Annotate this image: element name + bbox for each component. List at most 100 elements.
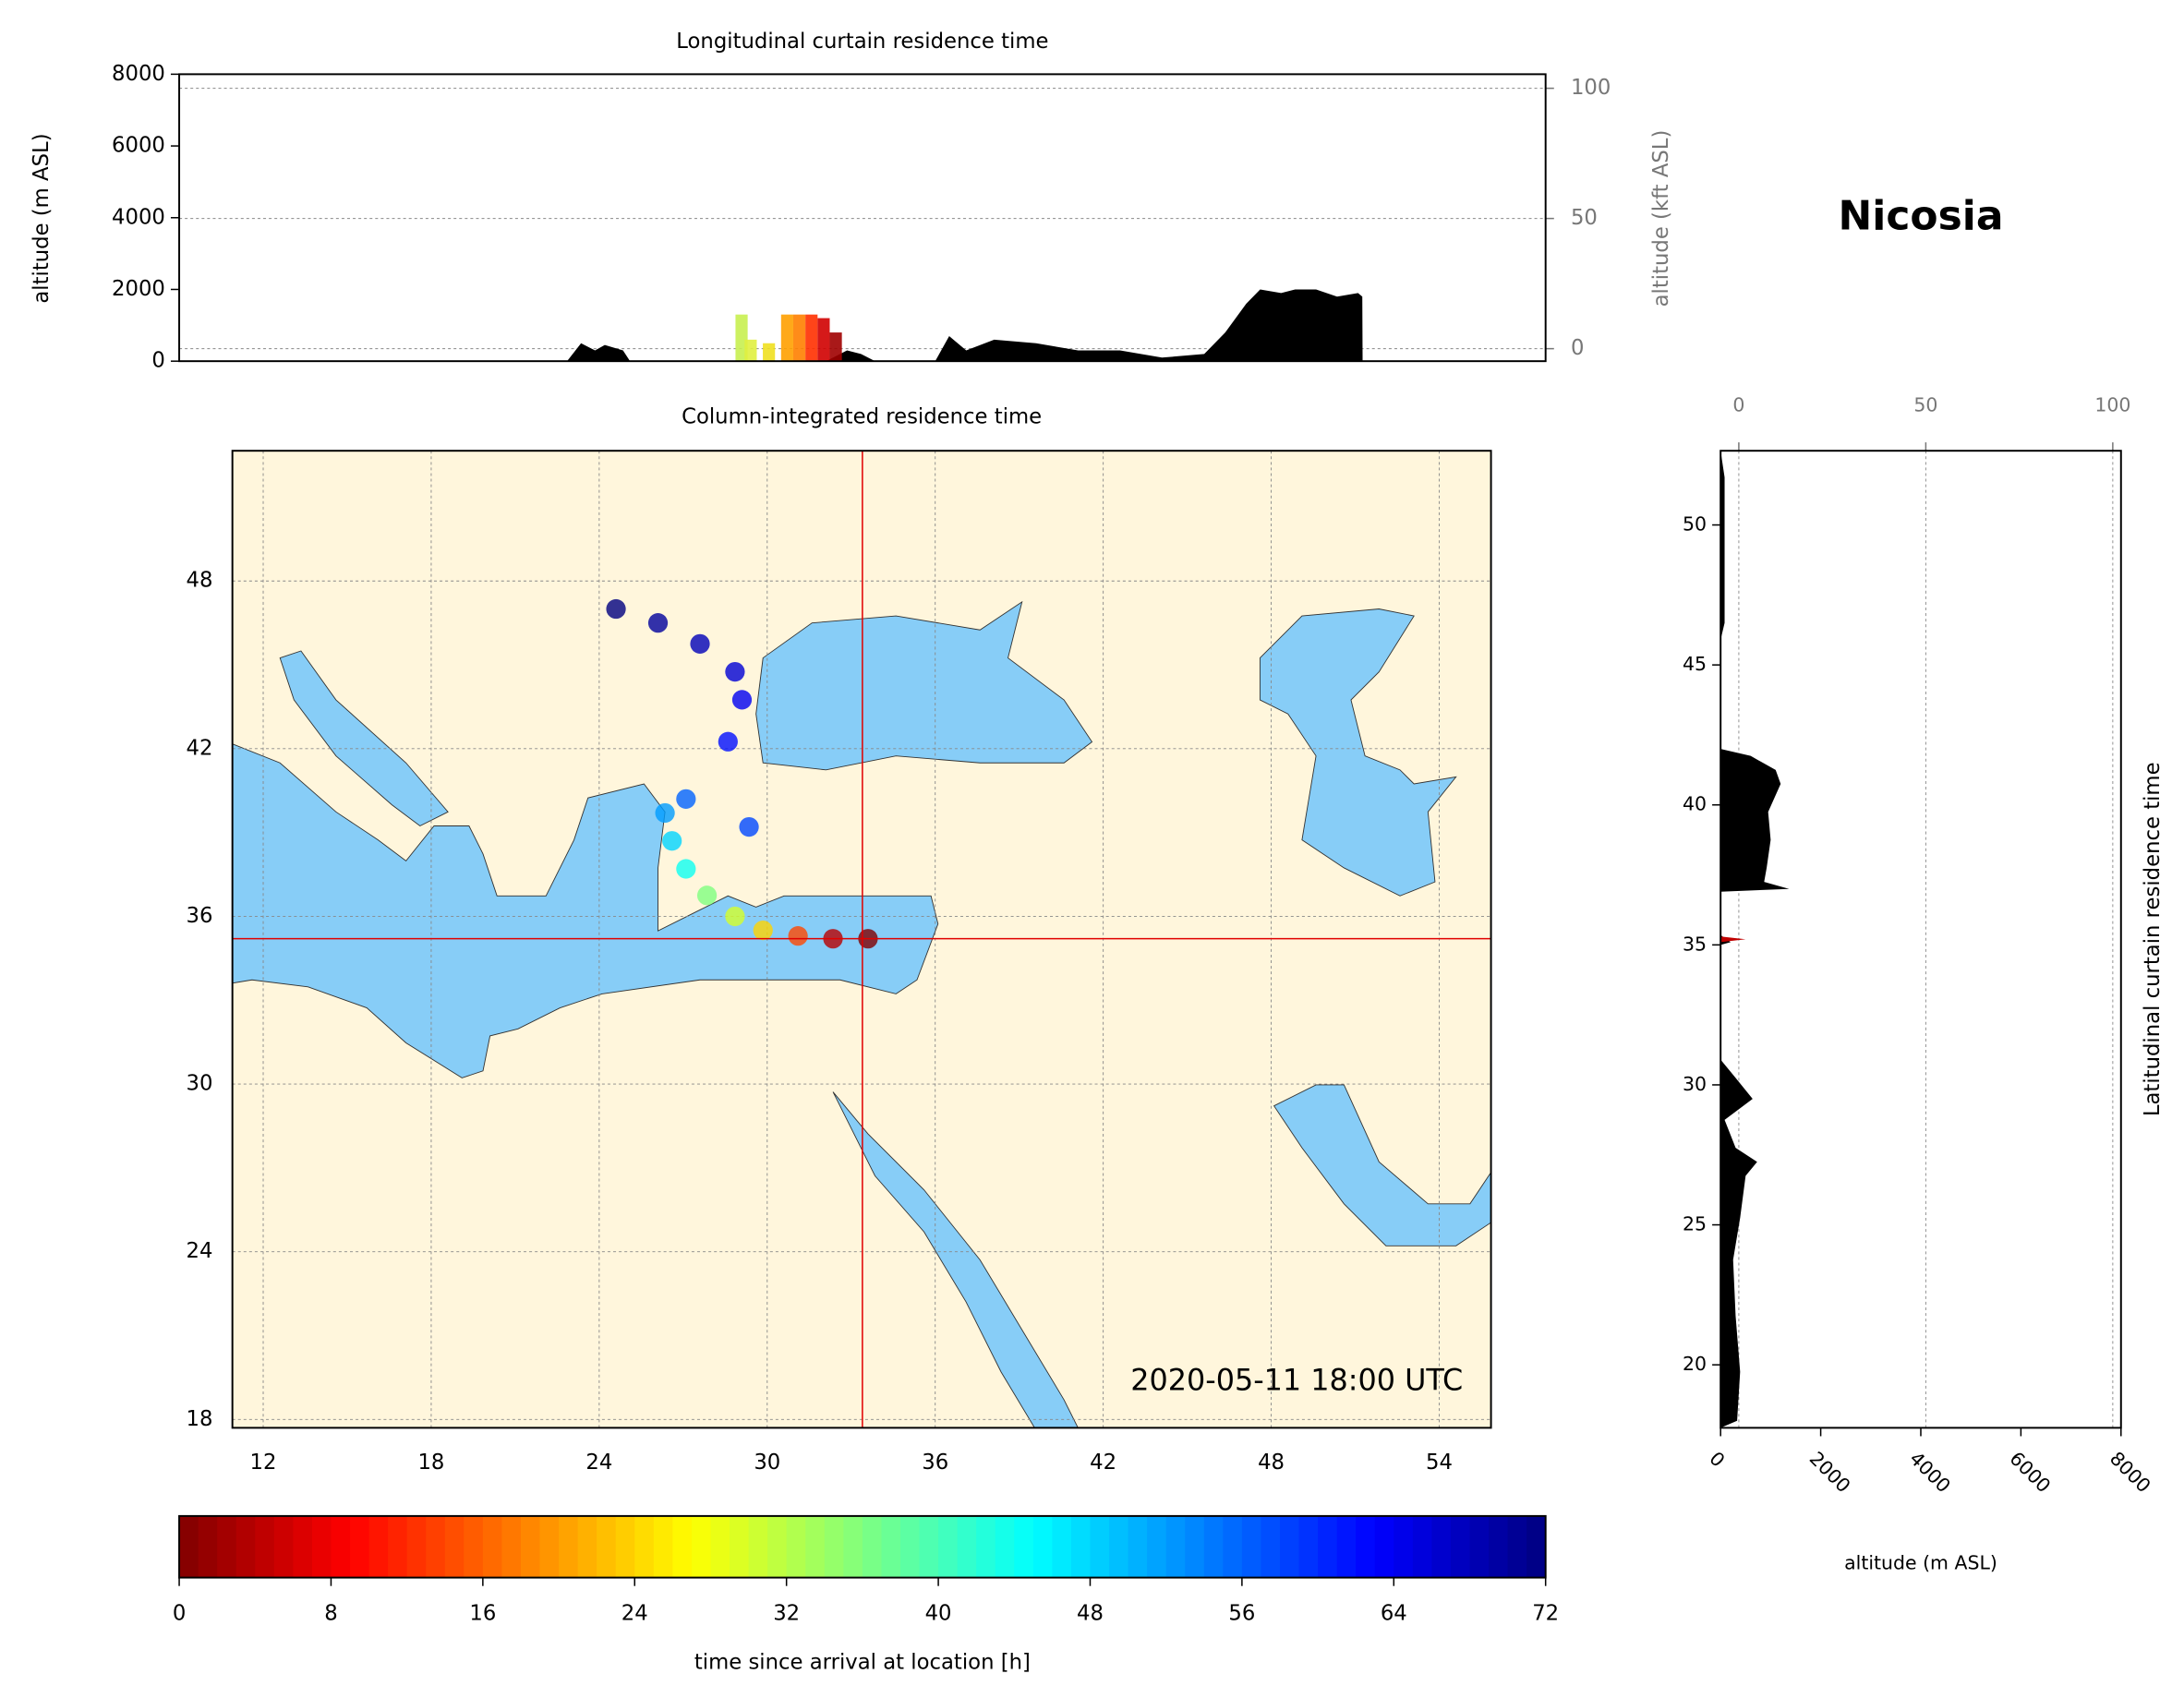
colorbar-segment <box>1336 1515 1357 1578</box>
trajectory-point <box>753 920 773 941</box>
plume-bar <box>792 314 806 362</box>
terrain-area <box>1720 451 1790 1428</box>
trajectory-point <box>718 731 738 752</box>
figure-title: Nicosia <box>1838 193 2003 240</box>
colorbar-segment <box>938 1515 959 1578</box>
colorbar-tick-label: 56 <box>1228 1602 1255 1626</box>
colorbar-segment <box>691 1515 712 1578</box>
colorbar-tick-label: 16 <box>469 1602 496 1626</box>
colorbar-segment <box>1526 1515 1547 1578</box>
trajectory-point <box>725 662 745 682</box>
x-tick-label: 6000 <box>2006 1448 2056 1498</box>
trajectory-point <box>606 598 626 620</box>
x-tick-label: 8000 <box>2106 1448 2155 1498</box>
colorbar-segment <box>976 1515 996 1578</box>
x-tick-label: 54 <box>1426 1451 1453 1475</box>
colorbar-tick-label: 72 <box>1532 1602 1559 1626</box>
x-tick-label: 36 <box>922 1451 948 1475</box>
colorbar-segment <box>255 1515 275 1578</box>
colorbar-segment <box>615 1515 636 1578</box>
y-tick-label: 48 <box>186 569 212 593</box>
colorbar-segment <box>634 1515 655 1578</box>
colorbar-segment <box>482 1515 503 1578</box>
colorbar-segment <box>217 1515 237 1578</box>
x-tick-label: 12 <box>250 1451 277 1475</box>
colorbar-tick-label: 8 <box>324 1602 337 1626</box>
plume-mark <box>1720 936 1746 943</box>
colorbar-tick-label: 64 <box>1381 1602 1407 1626</box>
plume-bar <box>780 314 793 362</box>
plume-bar <box>744 339 757 362</box>
y-tick-label: 30 <box>186 1072 212 1096</box>
colorbar-segment <box>1109 1515 1129 1578</box>
x-tick-label: 18 <box>417 1451 444 1475</box>
y-tick-label: 30 <box>1683 1073 1707 1095</box>
plume-bar <box>829 332 842 362</box>
colorbar-tick-label: 48 <box>1077 1602 1104 1626</box>
colorbar-segment <box>1356 1515 1376 1578</box>
colorbar-segment <box>311 1515 332 1578</box>
colorbar-tick-label: 0 <box>173 1602 186 1626</box>
trajectory-point <box>690 633 710 654</box>
axes-frame <box>178 73 1547 363</box>
colorbar-segment <box>1128 1515 1148 1578</box>
colorbar-label: time since arrival at location [h] <box>694 1651 1031 1675</box>
trajectory-point <box>739 816 759 837</box>
colorbar-segment <box>899 1515 921 1578</box>
colorbar-segment <box>406 1515 427 1578</box>
y-tick-label: 35 <box>1683 933 1707 955</box>
colorbar-segment <box>368 1515 389 1578</box>
colorbar-segment <box>919 1515 939 1578</box>
colorbar-segment <box>501 1515 522 1578</box>
x-tick-label: 30 <box>754 1451 780 1475</box>
colorbar-segment <box>350 1515 370 1578</box>
colorbar-segment <box>273 1515 295 1578</box>
trajectory-point <box>662 831 682 851</box>
colorbar-segment <box>444 1515 465 1578</box>
y2-tick-label: 0 <box>1571 336 1584 360</box>
colorbar-segment <box>559 1515 579 1578</box>
colorbar-segment <box>1261 1515 1281 1578</box>
black-sea <box>755 600 1093 771</box>
colorbar-segment <box>805 1515 826 1578</box>
y2-tick-label: 100 <box>1571 76 1611 100</box>
colorbar-segment <box>843 1515 863 1578</box>
trajectory-point <box>676 789 696 809</box>
caspian <box>1259 608 1457 897</box>
y-tick-label: 24 <box>186 1239 212 1263</box>
colorbar-segment <box>1450 1515 1471 1578</box>
y-tick-label: 25 <box>1683 1213 1707 1235</box>
y-tick-label: 0 <box>151 349 164 373</box>
colorbar-segment <box>235 1515 257 1578</box>
red-sea <box>832 1091 1079 1428</box>
colorbar-segment <box>426 1515 446 1578</box>
x-tick-label: 42 <box>1090 1451 1116 1475</box>
persian-gulf <box>1273 1084 1491 1246</box>
y-tick-label: 4000 <box>112 205 165 229</box>
axes-frame <box>231 450 1492 1429</box>
x-tick-label: 48 <box>1258 1451 1285 1475</box>
colorbar-segment <box>710 1515 730 1578</box>
colorbar-segment <box>1090 1515 1110 1578</box>
colorbar-segment <box>1431 1515 1452 1578</box>
x2-tick-label: 0 <box>1732 394 1744 416</box>
colorbar-segment <box>862 1515 883 1578</box>
colorbar-segment <box>1241 1515 1262 1578</box>
colorbar-segment <box>1052 1515 1072 1578</box>
colorbar-segment <box>520 1515 541 1578</box>
colorbar-segment <box>1394 1515 1414 1578</box>
colorbar-tick-label: 32 <box>773 1602 800 1626</box>
y-tick-label: 8000 <box>112 62 165 86</box>
colorbar-segment <box>539 1515 560 1578</box>
colorbar-segment <box>1279 1515 1300 1578</box>
colorbar-segment <box>957 1515 977 1578</box>
x2-tick-label: 100 <box>2094 394 2130 416</box>
terrain-area <box>567 289 1363 362</box>
colorbar-segment <box>1147 1515 1167 1578</box>
colorbar-segment <box>1070 1515 1092 1578</box>
colorbar-segment <box>767 1515 788 1578</box>
colorbar-segment <box>730 1515 750 1578</box>
plume-bar <box>805 314 818 362</box>
y-axis-label: altitude (m ASL) <box>30 133 54 303</box>
y-tick-label: 50 <box>1683 513 1707 536</box>
